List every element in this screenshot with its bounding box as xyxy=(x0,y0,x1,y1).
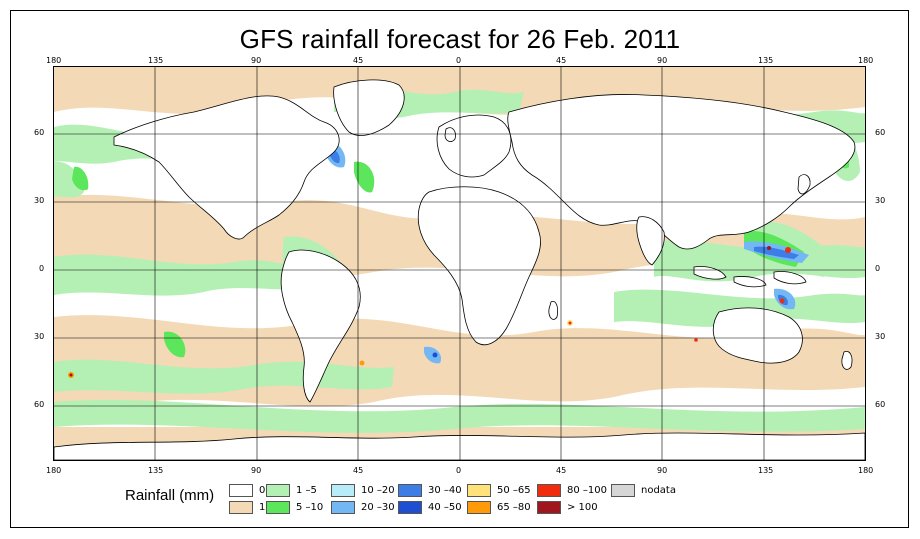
legend-swatch xyxy=(229,501,253,514)
legend-label: 1 xyxy=(259,502,266,513)
legend-swatch xyxy=(467,501,491,514)
lon-tick-top: 90 xyxy=(657,56,668,65)
lat-tick-right: 0 xyxy=(875,264,881,273)
lon-tick-top: 180 xyxy=(858,56,874,65)
lon-tick-top: 45 xyxy=(353,56,364,65)
lon-tick-top: 135 xyxy=(148,56,164,65)
legend-swatch xyxy=(398,501,422,514)
lon-tick-bottom: 180 xyxy=(858,466,874,475)
legend-swatch xyxy=(537,501,561,514)
lon-tick-bottom: 90 xyxy=(251,466,262,475)
legend-label: 30 –40 xyxy=(428,485,462,496)
legend-label: 0 xyxy=(259,485,266,496)
lon-tick-bottom: 90 xyxy=(657,466,668,475)
lat-tick-left: 0 xyxy=(39,264,45,273)
legend-label: 1 –5 xyxy=(296,485,317,496)
legend-label: > 100 xyxy=(567,502,598,513)
legend-label: nodata xyxy=(641,485,676,496)
legend-swatch xyxy=(229,484,253,497)
legend-label: 10 –20 xyxy=(361,485,395,496)
legend-swatch xyxy=(331,501,355,514)
legend-title: Rainfall (mm) xyxy=(125,487,215,504)
legend-swatch xyxy=(266,501,290,514)
lon-tick-bottom: 135 xyxy=(148,466,164,475)
legend-swatch xyxy=(398,484,422,497)
lat-tick-right: 60 xyxy=(875,128,886,137)
legend-swatch xyxy=(266,484,290,497)
legend-label: 65 –80 xyxy=(497,502,531,513)
lat-tick-left: 60 xyxy=(34,400,45,409)
legend-swatch xyxy=(331,484,355,497)
lon-tick-bottom: 45 xyxy=(556,466,567,475)
map-title: GFS rainfall forecast for 26 Feb. 2011 xyxy=(239,24,681,54)
lat-tick-right: 60 xyxy=(875,400,886,409)
lon-tick-bottom: 180 xyxy=(46,466,62,475)
lat-tick-left: 30 xyxy=(34,196,45,205)
graticule xyxy=(54,67,865,460)
legend-label: 40 –50 xyxy=(428,502,462,513)
lon-tick-top: 0 xyxy=(456,56,462,65)
lon-tick-top: 90 xyxy=(251,56,262,65)
rainfall-map xyxy=(53,66,866,461)
legend-label: 50 –65 xyxy=(497,485,531,496)
lat-tick-left: 60 xyxy=(34,128,45,137)
legend-label: 80 –100 xyxy=(567,485,607,496)
lon-tick-bottom: 45 xyxy=(353,466,364,475)
lon-tick-top: 135 xyxy=(758,56,774,65)
lat-tick-left: 30 xyxy=(34,332,45,341)
figure-frame xyxy=(10,10,909,528)
legend-label: 20 –30 xyxy=(361,502,395,513)
lon-tick-top: 180 xyxy=(46,56,62,65)
legend-swatch xyxy=(467,484,491,497)
legend-swatch xyxy=(537,484,561,497)
lat-tick-right: 30 xyxy=(875,196,886,205)
lat-tick-right: 30 xyxy=(875,332,886,341)
lon-tick-top: 45 xyxy=(556,56,567,65)
lon-tick-bottom: 0 xyxy=(456,466,462,475)
lon-tick-bottom: 135 xyxy=(758,466,774,475)
legend-swatch xyxy=(611,484,635,497)
legend-label: 5 –10 xyxy=(296,502,324,513)
